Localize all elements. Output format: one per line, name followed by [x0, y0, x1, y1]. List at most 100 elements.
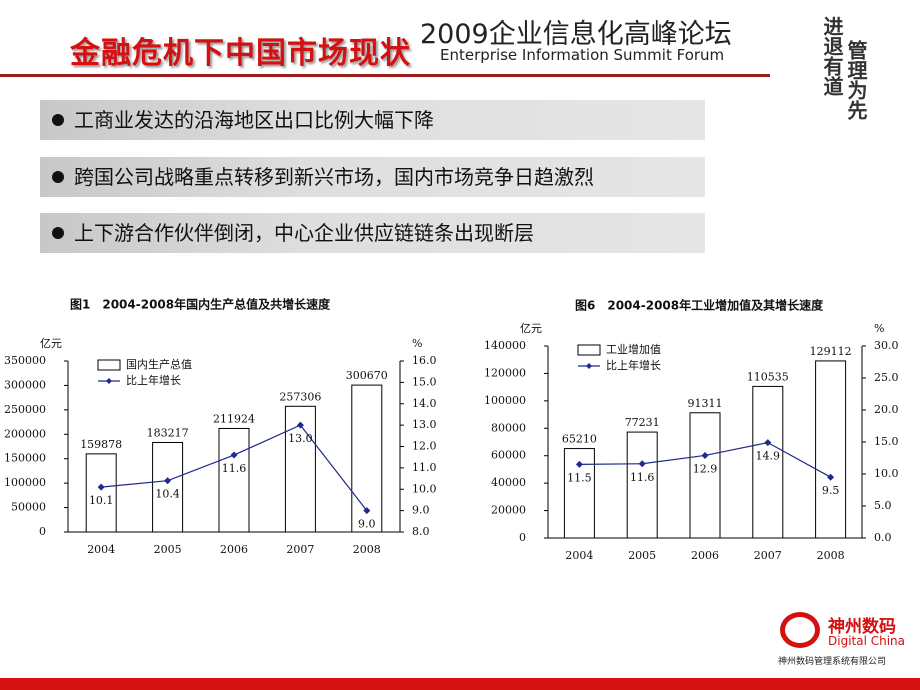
slogan-2: 管理为先 [844, 40, 868, 120]
y-tick-label: 120000 [484, 366, 526, 379]
x-tick-label: 2004 [565, 549, 593, 562]
data-label: 110535 [747, 370, 789, 383]
data-label: 11.5 [567, 471, 592, 484]
data-label: 14.9 [756, 450, 781, 463]
y2-axis-label: % [874, 322, 884, 335]
legend-marker [586, 363, 592, 369]
logo-name: 神州数码 [828, 617, 896, 637]
y-tick-label: 140000 [484, 339, 526, 352]
y-tick-label: 100000 [4, 476, 46, 489]
x-tick-label: 2008 [353, 543, 381, 556]
x-tick-label: 2005 [628, 549, 656, 562]
y2-tick-label: 5.0 [874, 499, 892, 512]
y2-tick-label: 8.0 [412, 525, 430, 538]
bar [85, 453, 117, 533]
y-tick-label: 40000 [491, 476, 526, 489]
y-tick-label: 300000 [4, 378, 46, 391]
y-tick-label: 350000 [4, 354, 46, 367]
point [701, 451, 709, 459]
bar [351, 384, 383, 533]
data-label: 13.0 [288, 432, 313, 445]
slogan-1: 进退有道 [820, 16, 844, 96]
data-label: 9.0 [358, 518, 376, 531]
data-label: 257306 [279, 390, 321, 403]
legend-label: 国内生产总值 [126, 357, 192, 371]
data-label: 65210 [562, 433, 597, 446]
header-rule [0, 74, 770, 77]
data-label: 11.6 [222, 462, 247, 475]
y-tick-label: 0 [39, 525, 46, 538]
logo-mark [780, 612, 820, 648]
bar [752, 385, 784, 539]
chart-title: 图1 2004-2008年国内生产总值及共增长速度 [70, 297, 331, 312]
x-tick-label: 2008 [817, 549, 845, 562]
y-tick-label: 150000 [4, 452, 46, 465]
legend-label: 工业增加值 [606, 342, 661, 356]
y2-tick-label: 9.0 [412, 504, 430, 517]
data-label: 12.9 [693, 462, 718, 475]
y-tick-label: 200000 [4, 427, 46, 440]
legend-label: 比上年增长 [606, 358, 661, 372]
y2-tick-label: 13.0 [412, 418, 437, 431]
y-axis-label: 亿元 [520, 322, 542, 335]
y2-tick-label: 10.0 [412, 482, 437, 495]
y2-tick-label: 20.0 [874, 403, 899, 416]
y2-tick-label: 15.0 [412, 375, 437, 388]
bar [626, 431, 658, 539]
bullet: 上下游合作伙伴倒闭，中心企业供应链链条出现断层 [40, 213, 705, 253]
logo-tagline: 神州数码管理系统有限公司 [778, 657, 887, 667]
data-label: 11.6 [630, 471, 655, 484]
y-tick-label: 80000 [491, 421, 526, 434]
y2-tick-label: 12.0 [412, 440, 437, 453]
y2-tick-label: 16.0 [412, 354, 437, 367]
point [363, 507, 371, 515]
header-title: 金融危机下中国市场现状 [70, 36, 411, 71]
x-tick-label: 2006 [691, 549, 719, 562]
legend-label: 比上年增长 [126, 373, 181, 387]
point [97, 483, 105, 491]
data-label: 183217 [147, 426, 189, 439]
logo-en: Digital China [828, 634, 906, 648]
data-label: 300670 [346, 369, 388, 382]
data-label: 10.1 [89, 494, 114, 507]
point [764, 439, 772, 447]
point [230, 451, 238, 459]
forum-subtitle: Enterprise Information Summit Forum [440, 46, 725, 64]
y2-tick-label: 15.0 [874, 435, 899, 448]
y2-tick-label: 25.0 [874, 371, 899, 384]
bullet: 工商业发达的沿海地区出口比例大幅下降 [40, 100, 705, 140]
data-label: 159878 [80, 438, 122, 451]
point [638, 460, 646, 468]
x-tick-label: 2007 [754, 549, 782, 562]
legend-swatch [97, 359, 121, 371]
bar [689, 412, 721, 539]
bullet: 跨国公司战略重点转移到新兴市场，国内市场竞争日趋激烈 [40, 157, 705, 197]
y-tick-label: 100000 [484, 394, 526, 407]
chart-title: 图6 2004-2008年工业增加值及其增长速度 [575, 298, 824, 313]
point [296, 421, 304, 429]
bar [218, 427, 250, 533]
bar [152, 441, 184, 533]
y2-tick-label: 11.0 [412, 461, 437, 474]
y-axis-label: 亿元 [40, 337, 62, 350]
x-tick-label: 2007 [286, 543, 314, 556]
y-tick-label: 50000 [11, 501, 46, 514]
y2-tick-label: 10.0 [874, 467, 899, 480]
y2-tick-label: 30.0 [874, 339, 899, 352]
point [575, 460, 583, 468]
y-tick-label: 60000 [491, 449, 526, 462]
data-label: 91311 [688, 397, 723, 410]
y-tick-label: 0 [519, 531, 526, 544]
point [164, 477, 172, 485]
x-tick-label: 2004 [87, 543, 115, 556]
data-label: 77231 [625, 416, 660, 429]
bar [815, 360, 847, 539]
y2-tick-label: 0.0 [874, 531, 892, 544]
legend-marker [106, 378, 112, 384]
data-label: 129112 [810, 345, 852, 358]
data-label: 10.4 [155, 488, 180, 501]
y2-tick-label: 14.0 [412, 397, 437, 410]
forum-title: 2009企业信息化高峰论坛 [420, 19, 732, 50]
